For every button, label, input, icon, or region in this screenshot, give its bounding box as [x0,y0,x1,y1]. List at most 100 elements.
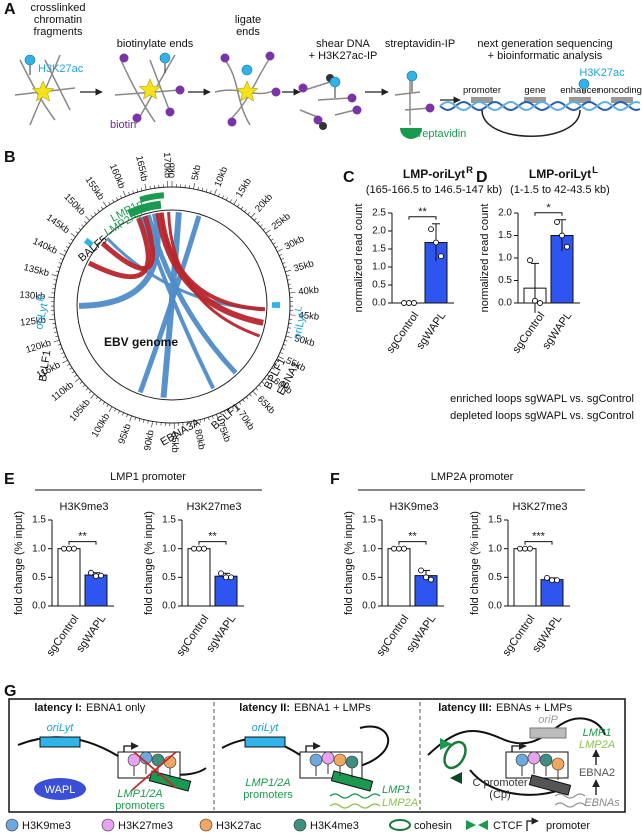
y-tick-label: 1.0 [372,262,386,273]
y-tick-label: 0.0 [498,298,512,309]
track [611,97,633,103]
gene-label-sup: L [293,305,305,312]
track-label: promoter [463,85,501,96]
data-point [554,219,560,225]
ring-tick [78,227,82,231]
wapl-protein [34,778,86,800]
ring-tick [54,331,58,333]
histone-mark [333,753,347,767]
ring-tick [235,404,240,410]
column-title: latency III: [438,702,492,714]
ring-tick [128,191,130,195]
data-point [564,243,570,250]
data-point [433,239,439,246]
loop-ribbon [137,215,202,394]
ring-tick [231,406,234,410]
ring-label: 25kb [270,211,293,232]
ring-tick [62,359,68,364]
biotin [271,87,281,97]
ring-tick [81,224,84,227]
track [569,97,591,103]
element-label: LMP1/2A [117,788,162,800]
ring-tick [53,327,57,329]
chart-title: H3K9me3 [390,501,439,513]
ring-tick [53,279,57,281]
panel-g [8,698,626,813]
ring-label: 50kb [293,333,316,349]
ring-tick [249,393,252,397]
histone-mark [527,751,541,765]
biotin [132,113,142,123]
data-point [196,545,202,552]
biotin [298,83,308,93]
panel-letter: D [476,169,488,186]
step-label: crosslinked [30,2,85,14]
acetyl-mark [241,64,253,76]
ring-tick [284,339,288,342]
ring-tick [129,415,132,422]
ring-tick [224,410,226,414]
ring-tick [114,408,117,412]
track [524,97,546,103]
bar [84,574,108,607]
y-tick-label: 0.0 [362,601,376,612]
gene-band [139,192,165,203]
biotin [119,51,435,127]
chart-title: H3K27me3 [186,501,241,513]
ring-tick [90,393,95,399]
gene-label: oriLyt [33,302,50,330]
histone-mark [151,753,165,767]
legend-label: enriched loops sgWAPL vs. sgControl [450,393,634,405]
track [439,78,641,137]
ring-label: 0kb [167,163,178,178]
ring-tick [71,371,75,374]
track [481,109,581,137]
data-point [428,226,434,233]
gene-band [127,200,162,218]
ring-tick [138,418,141,422]
histone-mark [551,757,565,771]
data-point [218,570,224,577]
x-tick-label: sgControl [385,310,422,355]
data-point [191,545,197,552]
ring-tick [108,406,113,412]
track-label: gene [524,85,545,96]
loop-ribbon [145,214,238,375]
legend: enriched loops sgWAPL vs. sgControl deple… [450,393,634,422]
histone-mark [309,753,323,767]
element-label: (Cp) [489,789,510,801]
ring-tick [225,197,228,201]
biotin [119,53,129,63]
dna-strand [469,769,561,796]
bar [214,575,238,607]
y-tick-label: 0.0 [488,601,502,612]
no-expression [131,751,177,791]
panel-header: LMP1 promoter [110,471,186,483]
transcript-label: LMP1 [583,727,612,739]
data-point [391,545,397,552]
y-tick-label: 0.5 [488,572,502,583]
y-tick-label: 0.5 [162,572,176,583]
ring-tick [266,374,273,379]
track [471,97,493,103]
ring-tick [244,209,247,213]
ring-tick [102,401,106,405]
ring-tick [279,352,283,354]
ring-tick [106,404,109,408]
ring-tick [193,183,195,190]
ring-label: 35kb [292,258,315,274]
data-point [401,300,407,306]
panel-letter: C [343,169,355,186]
ring-tick [53,339,60,343]
y-axis-label: normalized read count [479,204,491,313]
ring-label: 105kb [67,397,92,424]
bar-chart: 0.0 0.5 1.0 1.5 H3K27me3 fold change (% input… [143,501,244,658]
ring-tick [85,215,90,221]
ring-label: 80kb [192,428,207,450]
biotin [227,117,237,127]
ring-tick [63,250,67,252]
mark-label: H3K27ac [38,63,84,75]
ring-tick [57,266,61,268]
data-point [98,572,104,579]
